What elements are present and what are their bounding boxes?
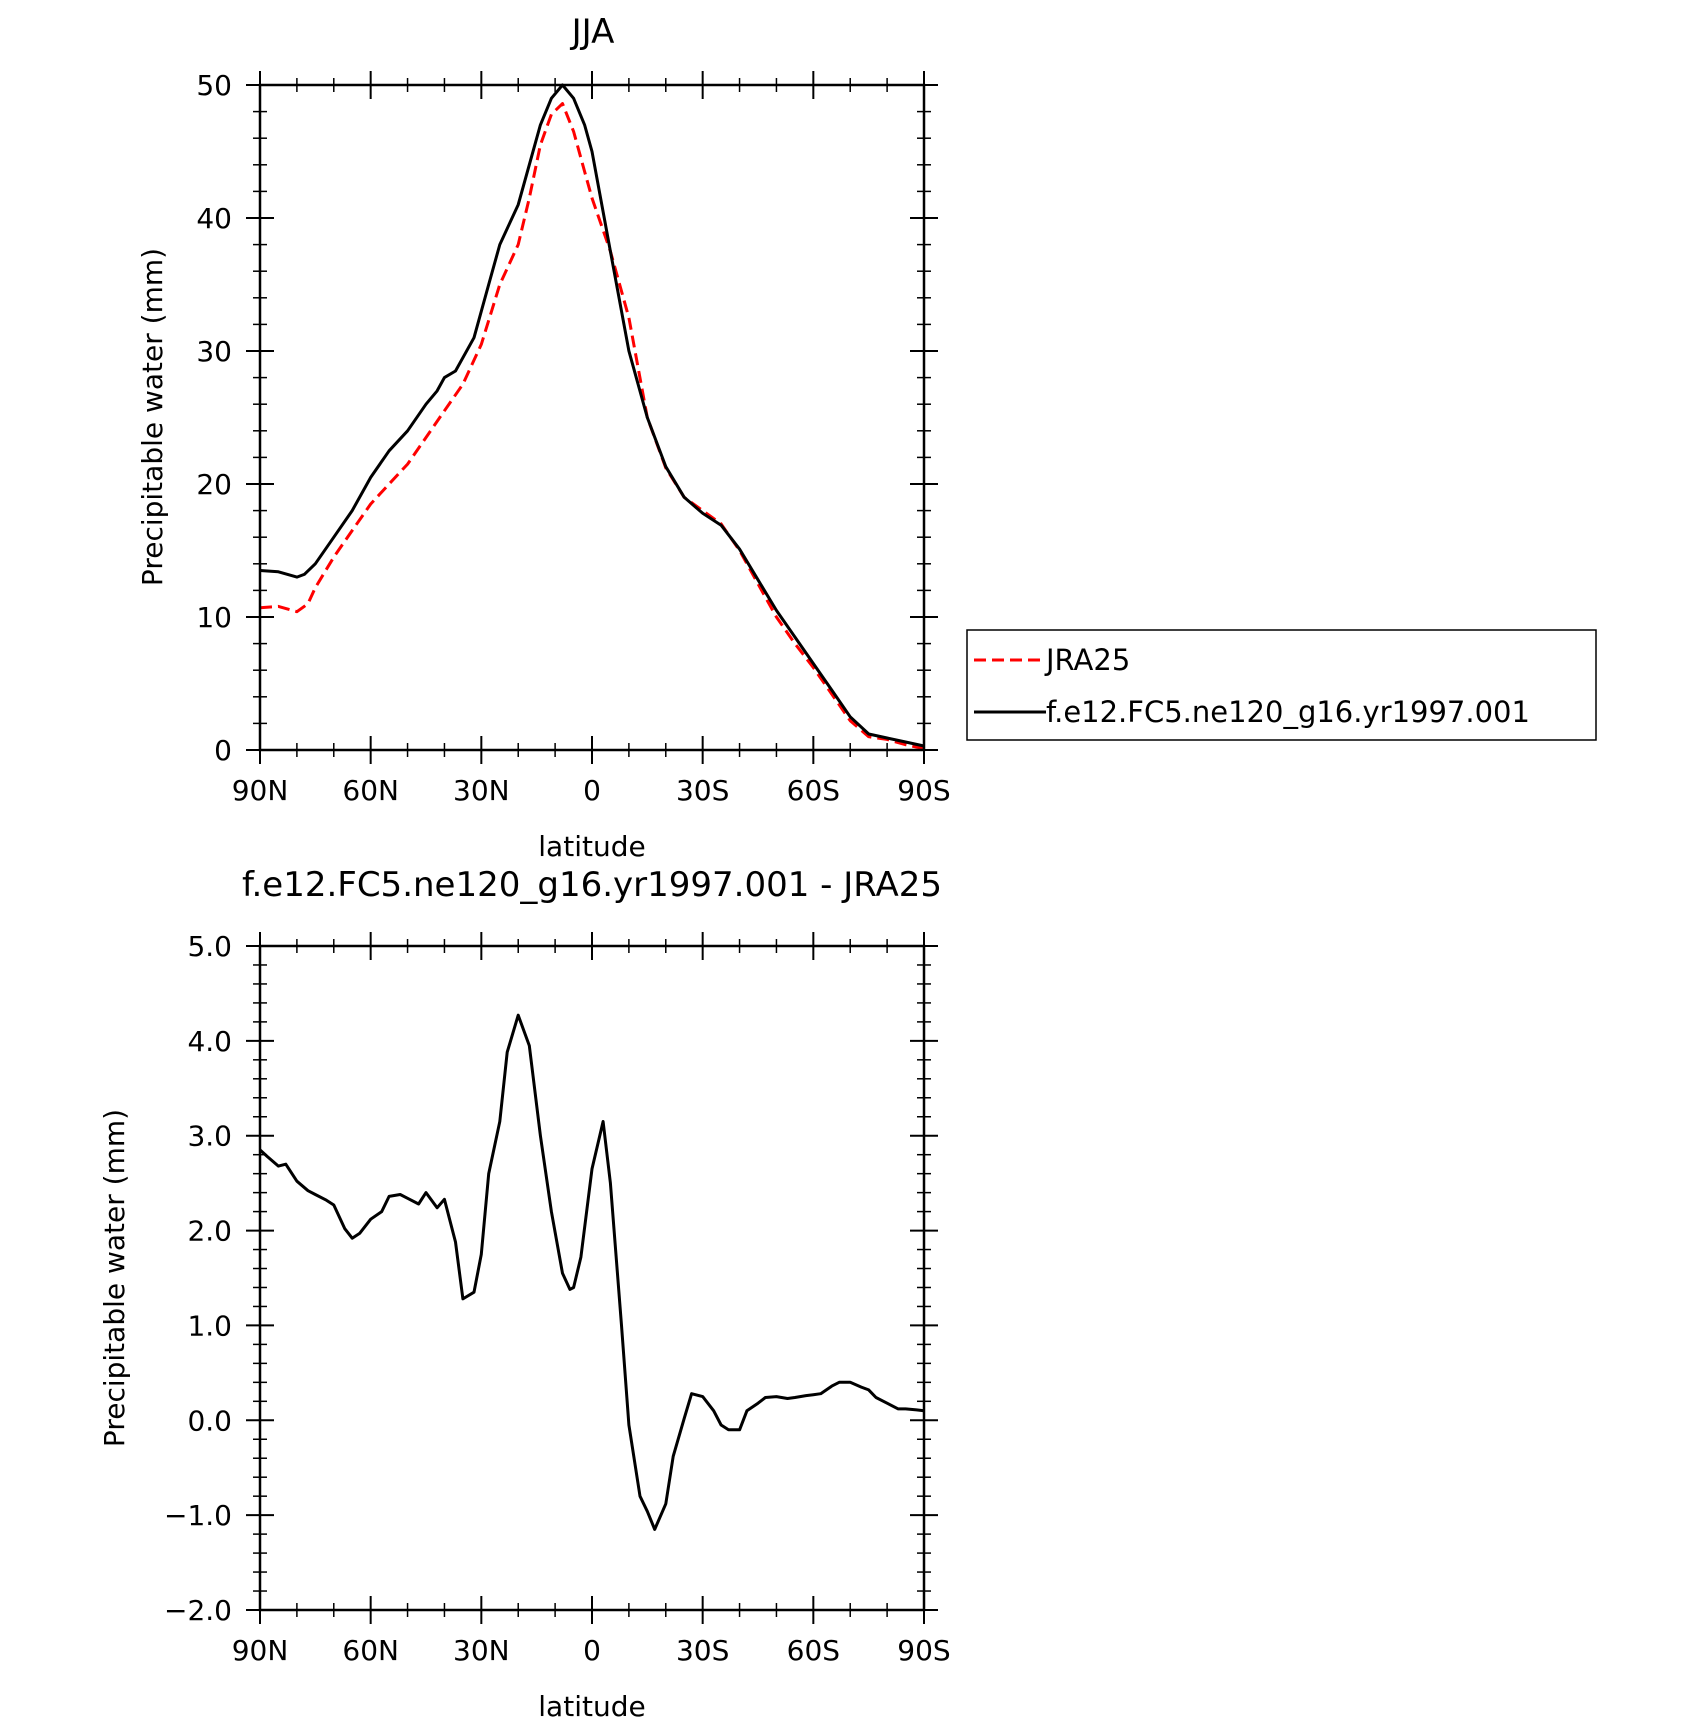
x-tick-label: 60N [342, 774, 399, 807]
x-tick-label: 60S [787, 1634, 840, 1667]
y-tick-label: 3.0 [187, 1120, 232, 1153]
top-plot-title: JJA [570, 12, 615, 52]
y-tick-label: 0 [214, 734, 232, 767]
top-y-axis: 0 10 20 30 40 50 [196, 69, 938, 767]
y-tick-label: 5.0 [187, 930, 232, 963]
y-tick-label: −2.0 [164, 1594, 232, 1627]
top-x-axis: 90N 60N 30N 0 30S 60S 90S [232, 71, 951, 807]
x-tick-label: 60N [342, 1634, 399, 1667]
y-tick-label: 40 [196, 202, 232, 235]
series-line-1 [259, 83, 925, 748]
bottom-y-axis-title: Precipitable water (mm) [98, 1109, 131, 1447]
bottom-plot-title: f.e12.FC5.ne120_g16.yr1997.001 - JRA25 [242, 865, 942, 905]
x-tick-label: 0 [583, 1634, 601, 1667]
bottom-y-axis: −2.0 −1.0 0.0 1.0 2.0 3.0 4.0 5.0 [164, 930, 938, 1627]
y-tick-label: 1.0 [187, 1309, 232, 1342]
y-tick-label: 2.0 [187, 1215, 232, 1248]
y-tick-label: 20 [196, 468, 232, 501]
y-tick-label: 30 [196, 335, 232, 368]
x-tick-label: 30N [453, 1634, 510, 1667]
y-tick-label: 0.0 [187, 1404, 232, 1437]
bottom-x-axis-title: latitude [538, 1690, 645, 1723]
x-tick-label: 90N [232, 1634, 289, 1667]
y-tick-label: 4.0 [187, 1025, 232, 1058]
x-tick-label: 90S [897, 774, 950, 807]
y-tick-label: 50 [196, 69, 232, 102]
legend-label-jra25: JRA25 [1044, 643, 1130, 677]
series-line-0 [258, 1013, 925, 1531]
legend-label-model: f.e12.FC5.ne120_g16.yr1997.001 [1046, 695, 1530, 729]
top-x-axis-title: latitude [538, 830, 645, 863]
legend: JRA25 f.e12.FC5.ne120_g16.yr1997.001 [966, 629, 1597, 741]
x-tick-label: 30S [676, 774, 729, 807]
y-tick-label: −1.0 [164, 1499, 232, 1532]
x-tick-label: 0 [583, 774, 601, 807]
x-tick-label: 90N [232, 774, 289, 807]
series-line-0 [259, 102, 925, 751]
bottom-x-axis: 90N 60N 30N 0 30S 60S 90S [232, 932, 951, 1667]
top-series-layer [259, 83, 925, 751]
legend-box [966, 629, 1597, 741]
x-tick-label: 30N [453, 774, 510, 807]
bottom-series-layer [258, 1013, 925, 1531]
y-tick-label: 10 [196, 601, 232, 634]
top-panel: JJA 0 10 20 30 40 50 90N 60N 30N 0 30S 60S 90S lati… [136, 12, 951, 863]
top-y-axis-title: Precipitable water (mm) [136, 248, 169, 586]
x-tick-label: 30S [676, 1634, 729, 1667]
bottom-plot-frame [258, 944, 926, 1612]
top-plot-frame [258, 83, 926, 752]
x-tick-label: 60S [787, 774, 840, 807]
bottom-panel: f.e12.FC5.ne120_g16.yr1997.001 - JRA25 −… [98, 865, 951, 1723]
x-tick-label: 90S [897, 1634, 950, 1667]
